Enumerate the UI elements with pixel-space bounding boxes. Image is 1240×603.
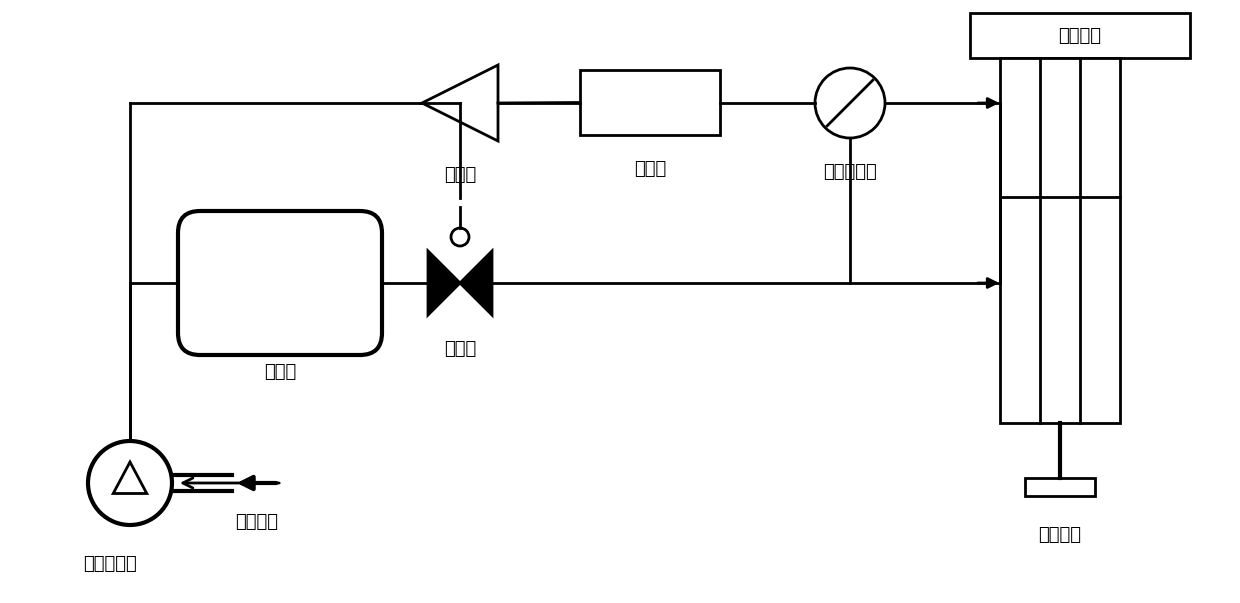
Bar bbox=[1025, 478, 1095, 496]
FancyBboxPatch shape bbox=[179, 211, 382, 355]
Polygon shape bbox=[428, 251, 460, 315]
Circle shape bbox=[451, 228, 469, 246]
Polygon shape bbox=[113, 462, 146, 493]
Text: 储气罐: 储气罐 bbox=[264, 363, 296, 381]
Text: 比例阀: 比例阀 bbox=[444, 340, 476, 358]
Bar bbox=[580, 70, 720, 135]
Text: 气压传感器: 气压传感器 bbox=[823, 163, 877, 181]
Text: 空气入口: 空气入口 bbox=[236, 513, 279, 531]
Polygon shape bbox=[460, 251, 492, 315]
Polygon shape bbox=[422, 65, 498, 141]
Circle shape bbox=[88, 441, 172, 525]
Text: 控制器: 控制器 bbox=[634, 160, 666, 178]
Bar bbox=[999, 58, 1120, 423]
Text: 空气压缩机: 空气压缩机 bbox=[83, 555, 136, 573]
Bar bbox=[970, 13, 1190, 58]
Text: 恒力装置: 恒力装置 bbox=[1039, 526, 1081, 544]
Circle shape bbox=[815, 68, 885, 138]
Text: 放大器: 放大器 bbox=[444, 166, 476, 184]
Text: 空间机构: 空间机构 bbox=[1059, 27, 1101, 45]
